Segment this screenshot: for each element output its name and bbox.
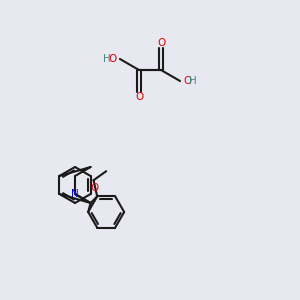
Text: O: O <box>135 92 143 102</box>
Text: H: H <box>103 54 111 64</box>
Text: O: O <box>109 54 117 64</box>
Text: O: O <box>90 183 98 193</box>
Text: O: O <box>183 76 191 86</box>
Text: O: O <box>157 38 165 48</box>
Text: H: H <box>189 76 197 86</box>
Text: N: N <box>71 189 79 199</box>
